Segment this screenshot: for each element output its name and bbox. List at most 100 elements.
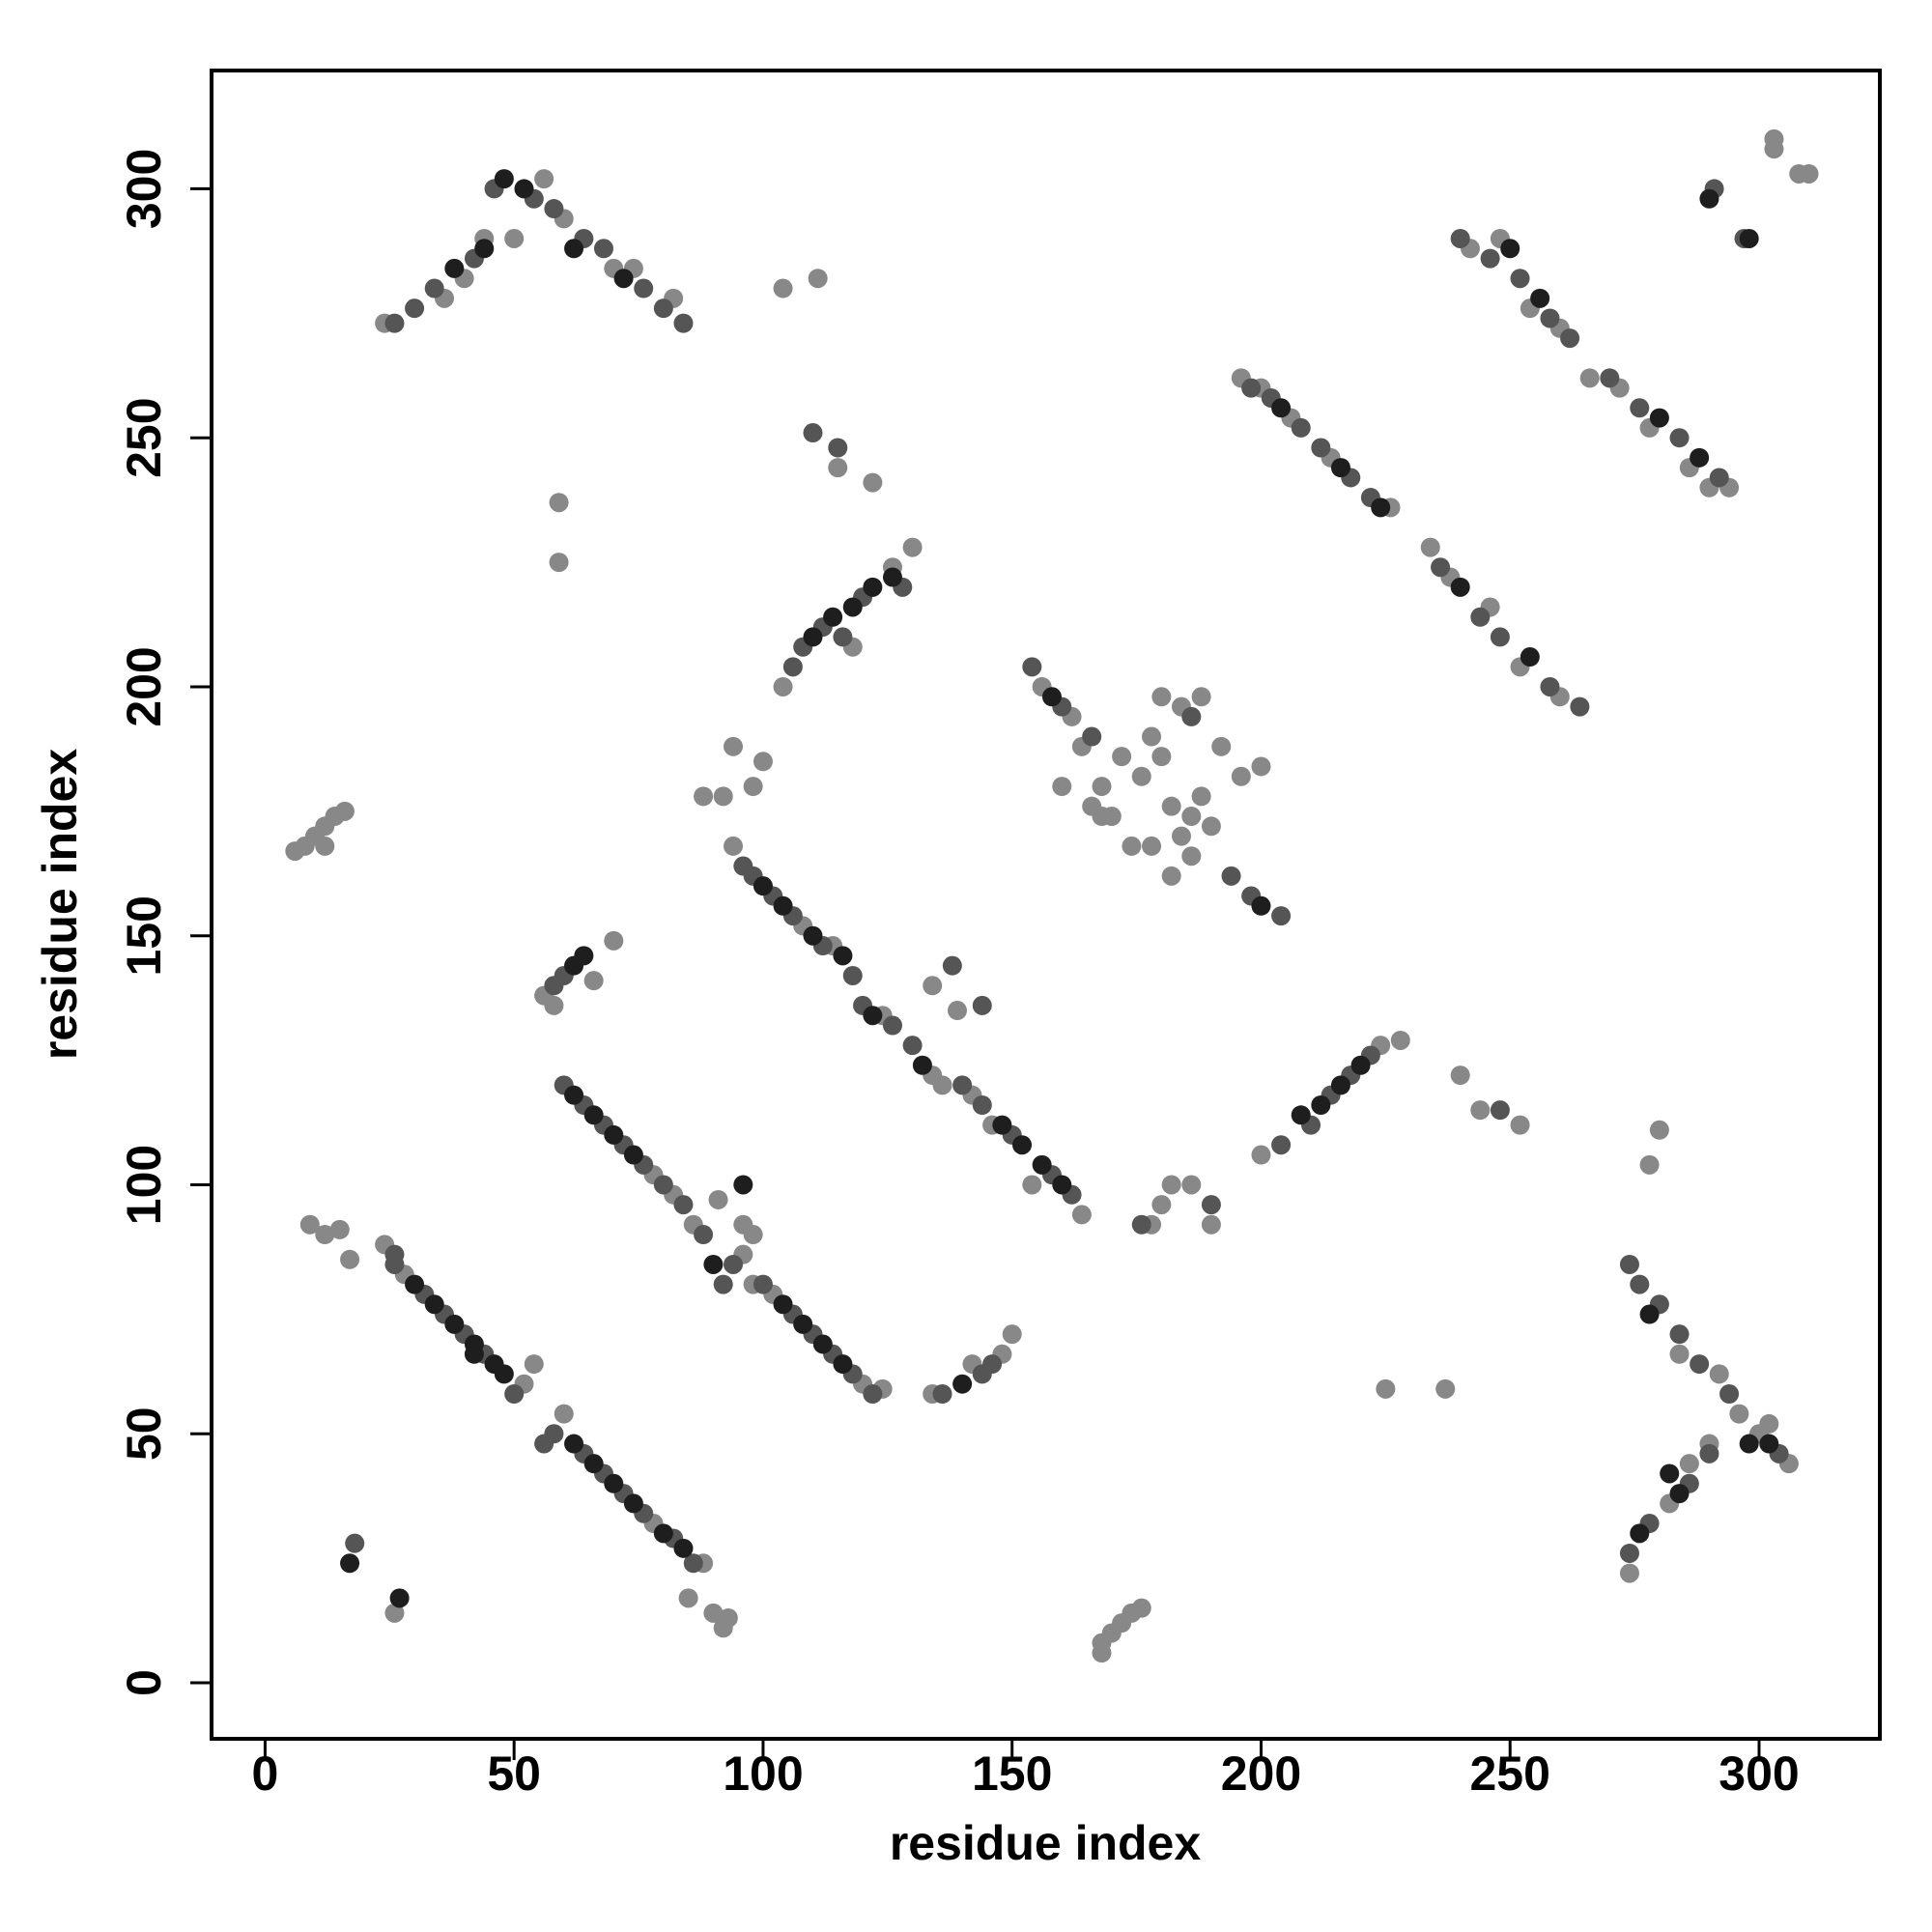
point <box>574 946 594 966</box>
point <box>315 1225 335 1245</box>
point <box>1131 1598 1151 1618</box>
point <box>1500 239 1520 259</box>
point <box>1092 806 1112 826</box>
point <box>1570 696 1590 717</box>
point <box>673 313 694 333</box>
point <box>753 752 773 772</box>
point <box>1520 647 1540 668</box>
point <box>1420 537 1440 557</box>
point <box>1619 1543 1639 1563</box>
point <box>444 1314 465 1334</box>
point <box>1540 308 1560 328</box>
point <box>1649 1120 1669 1140</box>
point <box>1669 428 1690 448</box>
point <box>1390 1030 1410 1050</box>
point <box>1630 398 1650 418</box>
point <box>1739 1434 1759 1454</box>
point <box>504 1384 525 1405</box>
point <box>1510 1115 1530 1135</box>
point <box>773 1294 793 1315</box>
point <box>1201 1195 1221 1215</box>
point <box>942 955 962 976</box>
point <box>683 1553 703 1574</box>
point <box>329 1219 350 1239</box>
point <box>1649 408 1669 428</box>
point <box>1709 1364 1729 1384</box>
point <box>1191 786 1211 807</box>
point <box>703 1254 724 1274</box>
point <box>1181 1175 1202 1195</box>
point <box>1330 458 1350 478</box>
point <box>803 423 823 443</box>
point <box>803 925 823 946</box>
point <box>1071 1205 1092 1225</box>
point <box>1764 139 1784 159</box>
point <box>1639 1154 1660 1175</box>
point <box>673 1538 694 1558</box>
point <box>1052 1175 1072 1195</box>
point <box>544 199 564 219</box>
point <box>583 1454 604 1474</box>
point <box>340 1553 360 1574</box>
point <box>902 1036 923 1056</box>
x-tick-label: 0 <box>252 1747 279 1801</box>
point <box>1530 288 1550 308</box>
point <box>653 1523 673 1544</box>
y-tick-label: 200 <box>117 646 171 726</box>
point <box>315 836 335 856</box>
point <box>389 1588 410 1608</box>
point <box>1450 1065 1470 1086</box>
x-tick-label: 50 <box>487 1747 541 1801</box>
point <box>1759 1413 1779 1434</box>
point <box>833 627 853 647</box>
point <box>1709 468 1729 488</box>
point <box>972 1094 992 1115</box>
point <box>833 946 853 966</box>
point <box>564 1434 584 1454</box>
point <box>773 278 793 298</box>
point <box>1699 1443 1719 1463</box>
x-tick-label: 300 <box>1719 1747 1799 1801</box>
point <box>724 736 744 756</box>
point <box>474 239 495 259</box>
point <box>882 1015 902 1036</box>
point <box>1022 657 1042 677</box>
point <box>299 1214 320 1235</box>
point <box>340 1249 360 1269</box>
y-tick-label: 300 <box>117 149 171 229</box>
point <box>1291 1105 1311 1125</box>
point <box>1630 1274 1650 1294</box>
point <box>1032 1154 1052 1175</box>
x-tick-label: 150 <box>972 1747 1052 1801</box>
plot-frame <box>210 69 1882 1741</box>
point <box>773 895 793 916</box>
point <box>534 169 554 189</box>
point <box>1201 816 1221 837</box>
point <box>1579 368 1600 388</box>
point <box>1759 1434 1779 1454</box>
x-tick-label: 100 <box>723 1747 803 1801</box>
point <box>549 553 569 573</box>
point <box>708 1189 728 1209</box>
point <box>583 1105 604 1125</box>
point <box>982 1354 1003 1375</box>
point <box>694 786 714 807</box>
point <box>384 1603 405 1623</box>
point <box>713 1274 733 1294</box>
point <box>1142 836 1162 856</box>
point <box>1480 248 1500 269</box>
point <box>514 179 534 199</box>
point <box>823 607 843 627</box>
point <box>972 995 992 1015</box>
point <box>1112 747 1132 767</box>
point <box>923 976 943 996</box>
point <box>952 1075 973 1095</box>
point <box>653 298 673 319</box>
point <box>1311 438 1331 458</box>
x-tick-label: 200 <box>1221 1747 1301 1801</box>
point <box>1719 1384 1740 1405</box>
point <box>902 537 923 557</box>
point <box>384 313 405 333</box>
point <box>504 228 525 248</box>
